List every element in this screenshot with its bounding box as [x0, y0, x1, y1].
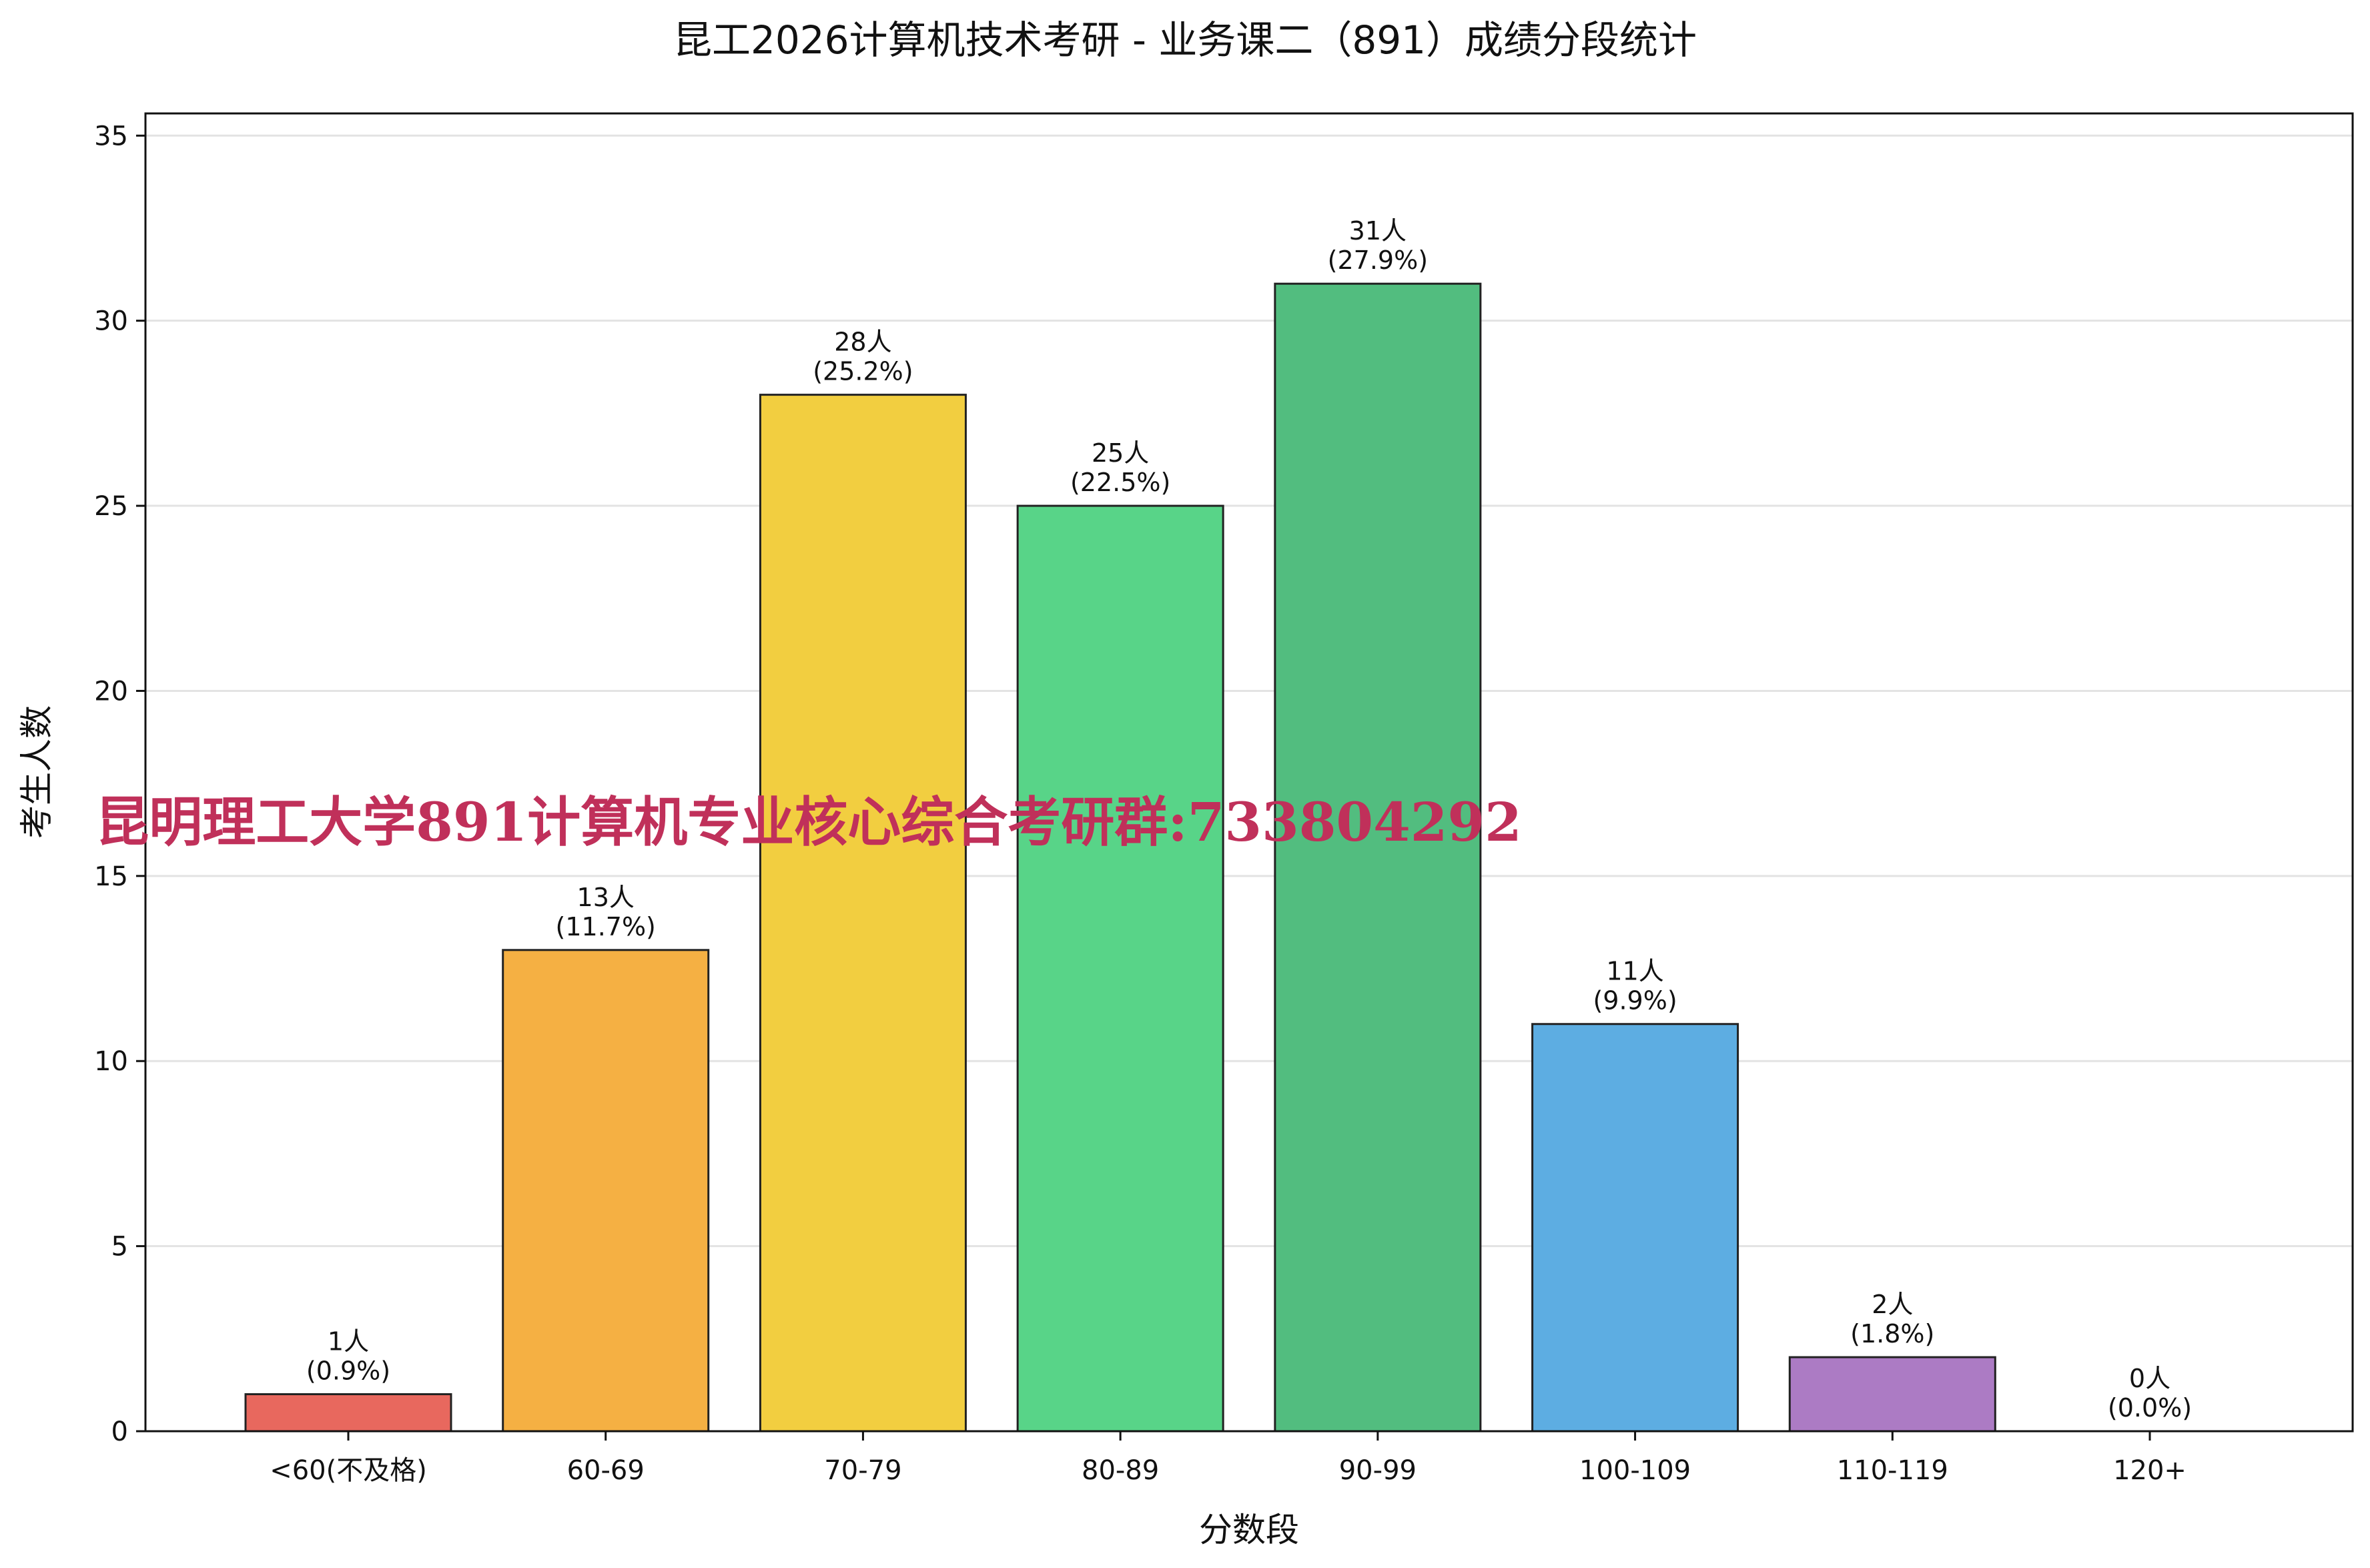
bar-count-label: 28人 — [834, 328, 891, 357]
bar-percent-label: (9.9%) — [1593, 986, 1677, 1016]
x-axis: <60(不及格) 60-69 70-79 80-89 90-99 100-109 110-1… — [270, 1431, 2187, 1486]
x-axis-title: 分数段 — [1199, 1511, 1299, 1549]
bar-count-label: 25人 — [1092, 438, 1149, 468]
bar-labels: 1人(0.9%) 13人(11.7%) 28人(25.2%) 25人(22.5%) 31… — [306, 216, 2192, 1423]
y-axis: 0 5 10 15 20 25 30 35 — [94, 121, 145, 1447]
bar-count-label: 1人 — [328, 1327, 369, 1356]
bar-3 — [1016, 504, 1224, 1433]
x-tick-label: 80-89 — [1082, 1455, 1159, 1486]
bar-count-label: 2人 — [1872, 1290, 1913, 1319]
y-tick-label: 10 — [94, 1046, 128, 1077]
y-tick-label: 30 — [94, 306, 128, 337]
bar-5 — [1531, 1023, 1739, 1433]
bar-1 — [502, 949, 710, 1433]
x-tick-label: 90-99 — [1339, 1455, 1417, 1486]
bar-4 — [1274, 282, 1482, 1433]
y-axis-title: 考生人数 — [17, 705, 56, 839]
bar-percent-label: (25.2%) — [813, 357, 913, 386]
bar-count-label: 13人 — [577, 883, 635, 912]
x-tick-label: 120+ — [2113, 1455, 2187, 1486]
y-tick-label: 35 — [94, 121, 128, 151]
bar-percent-label: (1.8%) — [1850, 1319, 1934, 1348]
chart-title: 昆工2026计算机技术考研 - 业务课二（891）成绩分段统计 — [673, 17, 1697, 63]
bar-percent-label: (27.9%) — [1328, 246, 1428, 275]
bar-count-label: 11人 — [1606, 957, 1663, 986]
y-tick-label: 5 — [111, 1232, 128, 1262]
bar-6 — [1788, 1356, 1996, 1433]
bar-percent-label: (22.5%) — [1070, 468, 1170, 497]
bar-2 — [759, 394, 967, 1433]
plot-frame — [144, 112, 2354, 1433]
bar-count-label: 0人 — [2129, 1364, 2170, 1393]
bar-percent-label: (11.7%) — [556, 912, 656, 941]
x-tick-label: 60-69 — [567, 1455, 645, 1486]
bar-percent-label: (0.9%) — [306, 1356, 390, 1386]
x-tick-label: 70-79 — [824, 1455, 901, 1486]
bar-percent-label: (0.0%) — [2108, 1393, 2192, 1423]
bar-count-label: 31人 — [1349, 216, 1407, 246]
bars — [244, 282, 1996, 1433]
x-tick-label: 110-119 — [1837, 1455, 1948, 1486]
y-tick-label: 0 — [111, 1417, 128, 1447]
watermark-text: 昆明理工大学891计算机专业核心综合考研群:733804292 — [95, 791, 1522, 853]
y-tick-label: 15 — [94, 861, 128, 892]
bar-0 — [244, 1393, 452, 1433]
grid-lines — [145, 134, 2353, 1248]
y-tick-label: 25 — [94, 491, 128, 522]
x-tick-label: <60(不及格) — [270, 1455, 427, 1486]
x-tick-label: 100-109 — [1579, 1455, 1691, 1486]
y-tick-label: 20 — [94, 676, 128, 707]
